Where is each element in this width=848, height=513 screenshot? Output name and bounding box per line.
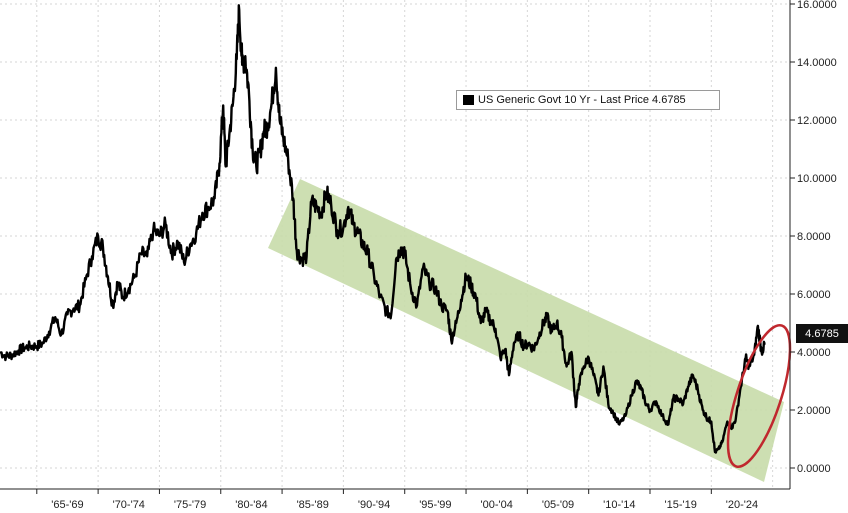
y-tick-label: 14.0000 xyxy=(797,57,837,69)
y-tick-label: 10.0000 xyxy=(797,173,837,185)
x-tick-label: '90-'94 xyxy=(358,499,390,511)
x-tick-label: '85-'89 xyxy=(297,499,329,511)
recent-rise-highlight xyxy=(726,324,792,468)
y-tick-label: 6.0000 xyxy=(797,289,831,301)
y-tick-label: 16.0000 xyxy=(797,0,837,11)
y-axis-ticks: 16.0000 14.0000 12.0000 10.0000 8.0000 6.0000… xyxy=(790,0,837,475)
gridlines xyxy=(0,0,790,489)
x-tick-label: '95-'99 xyxy=(419,499,451,511)
x-axis-ticks: '65-'69 '70-'74 '75-'79 '80-'84 '85-'89 '90-'… xyxy=(36,489,758,511)
last-price-label: 4.6785 xyxy=(805,327,839,340)
y-tick-label: 8.0000 xyxy=(797,231,831,243)
x-tick-label: '20-'24 xyxy=(726,499,758,511)
x-tick-label: '75-'79 xyxy=(174,499,206,511)
downtrend-channel xyxy=(268,179,784,482)
x-tick-label: '80-'84 xyxy=(235,499,267,511)
x-tick-label: '65-'69 xyxy=(51,499,83,511)
x-tick-label: '15-'19 xyxy=(664,499,696,511)
y-tick-label: 12.0000 xyxy=(797,115,837,127)
y-tick-label: 4.0000 xyxy=(797,347,831,359)
series-line xyxy=(0,4,766,454)
y-tick-label: 0.0000 xyxy=(797,463,831,475)
series-layer xyxy=(0,4,766,454)
y-tick-label: 2.0000 xyxy=(797,405,831,417)
last-price-badge: 4.6785 xyxy=(796,324,848,343)
x-tick-label: '10-'14 xyxy=(603,499,635,511)
x-tick-label: '70-'74 xyxy=(113,499,145,511)
x-tick-label: '00-'04 xyxy=(481,499,513,511)
x-tick-label: '05-'09 xyxy=(542,499,574,511)
legend: US Generic Govt 10 Yr - Last Price 4.678… xyxy=(456,90,720,110)
legend-label: US Generic Govt 10 Yr - Last Price 4.678… xyxy=(478,94,686,106)
legend-swatch xyxy=(463,95,474,105)
